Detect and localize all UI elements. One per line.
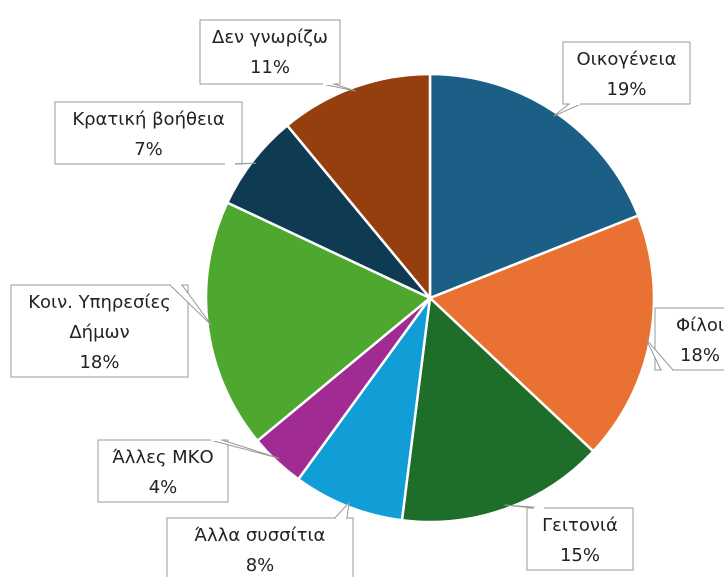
pie-slice <box>428 72 640 300</box>
data-label-name: Γειτονιά <box>542 515 618 536</box>
callout-pointer <box>553 103 582 117</box>
pie-slice <box>204 200 433 443</box>
data-label-value: 18% <box>79 352 119 373</box>
data-label-name: Άλλα συσσίτια <box>195 525 326 546</box>
data-label-name: Οικογένεια <box>576 49 676 70</box>
callout-box <box>199 19 341 85</box>
data-label-value: 11% <box>250 57 290 78</box>
data-label-name: Δεν γνωρίζω <box>212 27 328 48</box>
pie-slice <box>400 295 596 524</box>
pie-slice <box>285 72 432 302</box>
callout-box <box>97 439 229 503</box>
data-label-value: 19% <box>606 79 646 100</box>
data-label-value: 18% <box>680 345 720 366</box>
data-label-value: 15% <box>560 545 600 566</box>
data-label-name: Άλλες ΜΚΟ <box>112 447 213 468</box>
callout-box <box>562 41 691 105</box>
data-label-value: 8% <box>246 555 275 576</box>
data-label-value: 4% <box>149 477 178 498</box>
pie-slice <box>427 213 656 454</box>
callout-box <box>166 517 354 577</box>
callout-box <box>526 507 634 571</box>
data-label-name: Κρατική βοήθεια <box>72 109 224 130</box>
data-label-name: Φίλοι <box>676 315 724 336</box>
callout-box <box>10 284 189 378</box>
data-label-name: Κοιν. Υπηρεσίες Δήμων <box>28 292 171 343</box>
data-label-value: 7% <box>134 139 163 160</box>
